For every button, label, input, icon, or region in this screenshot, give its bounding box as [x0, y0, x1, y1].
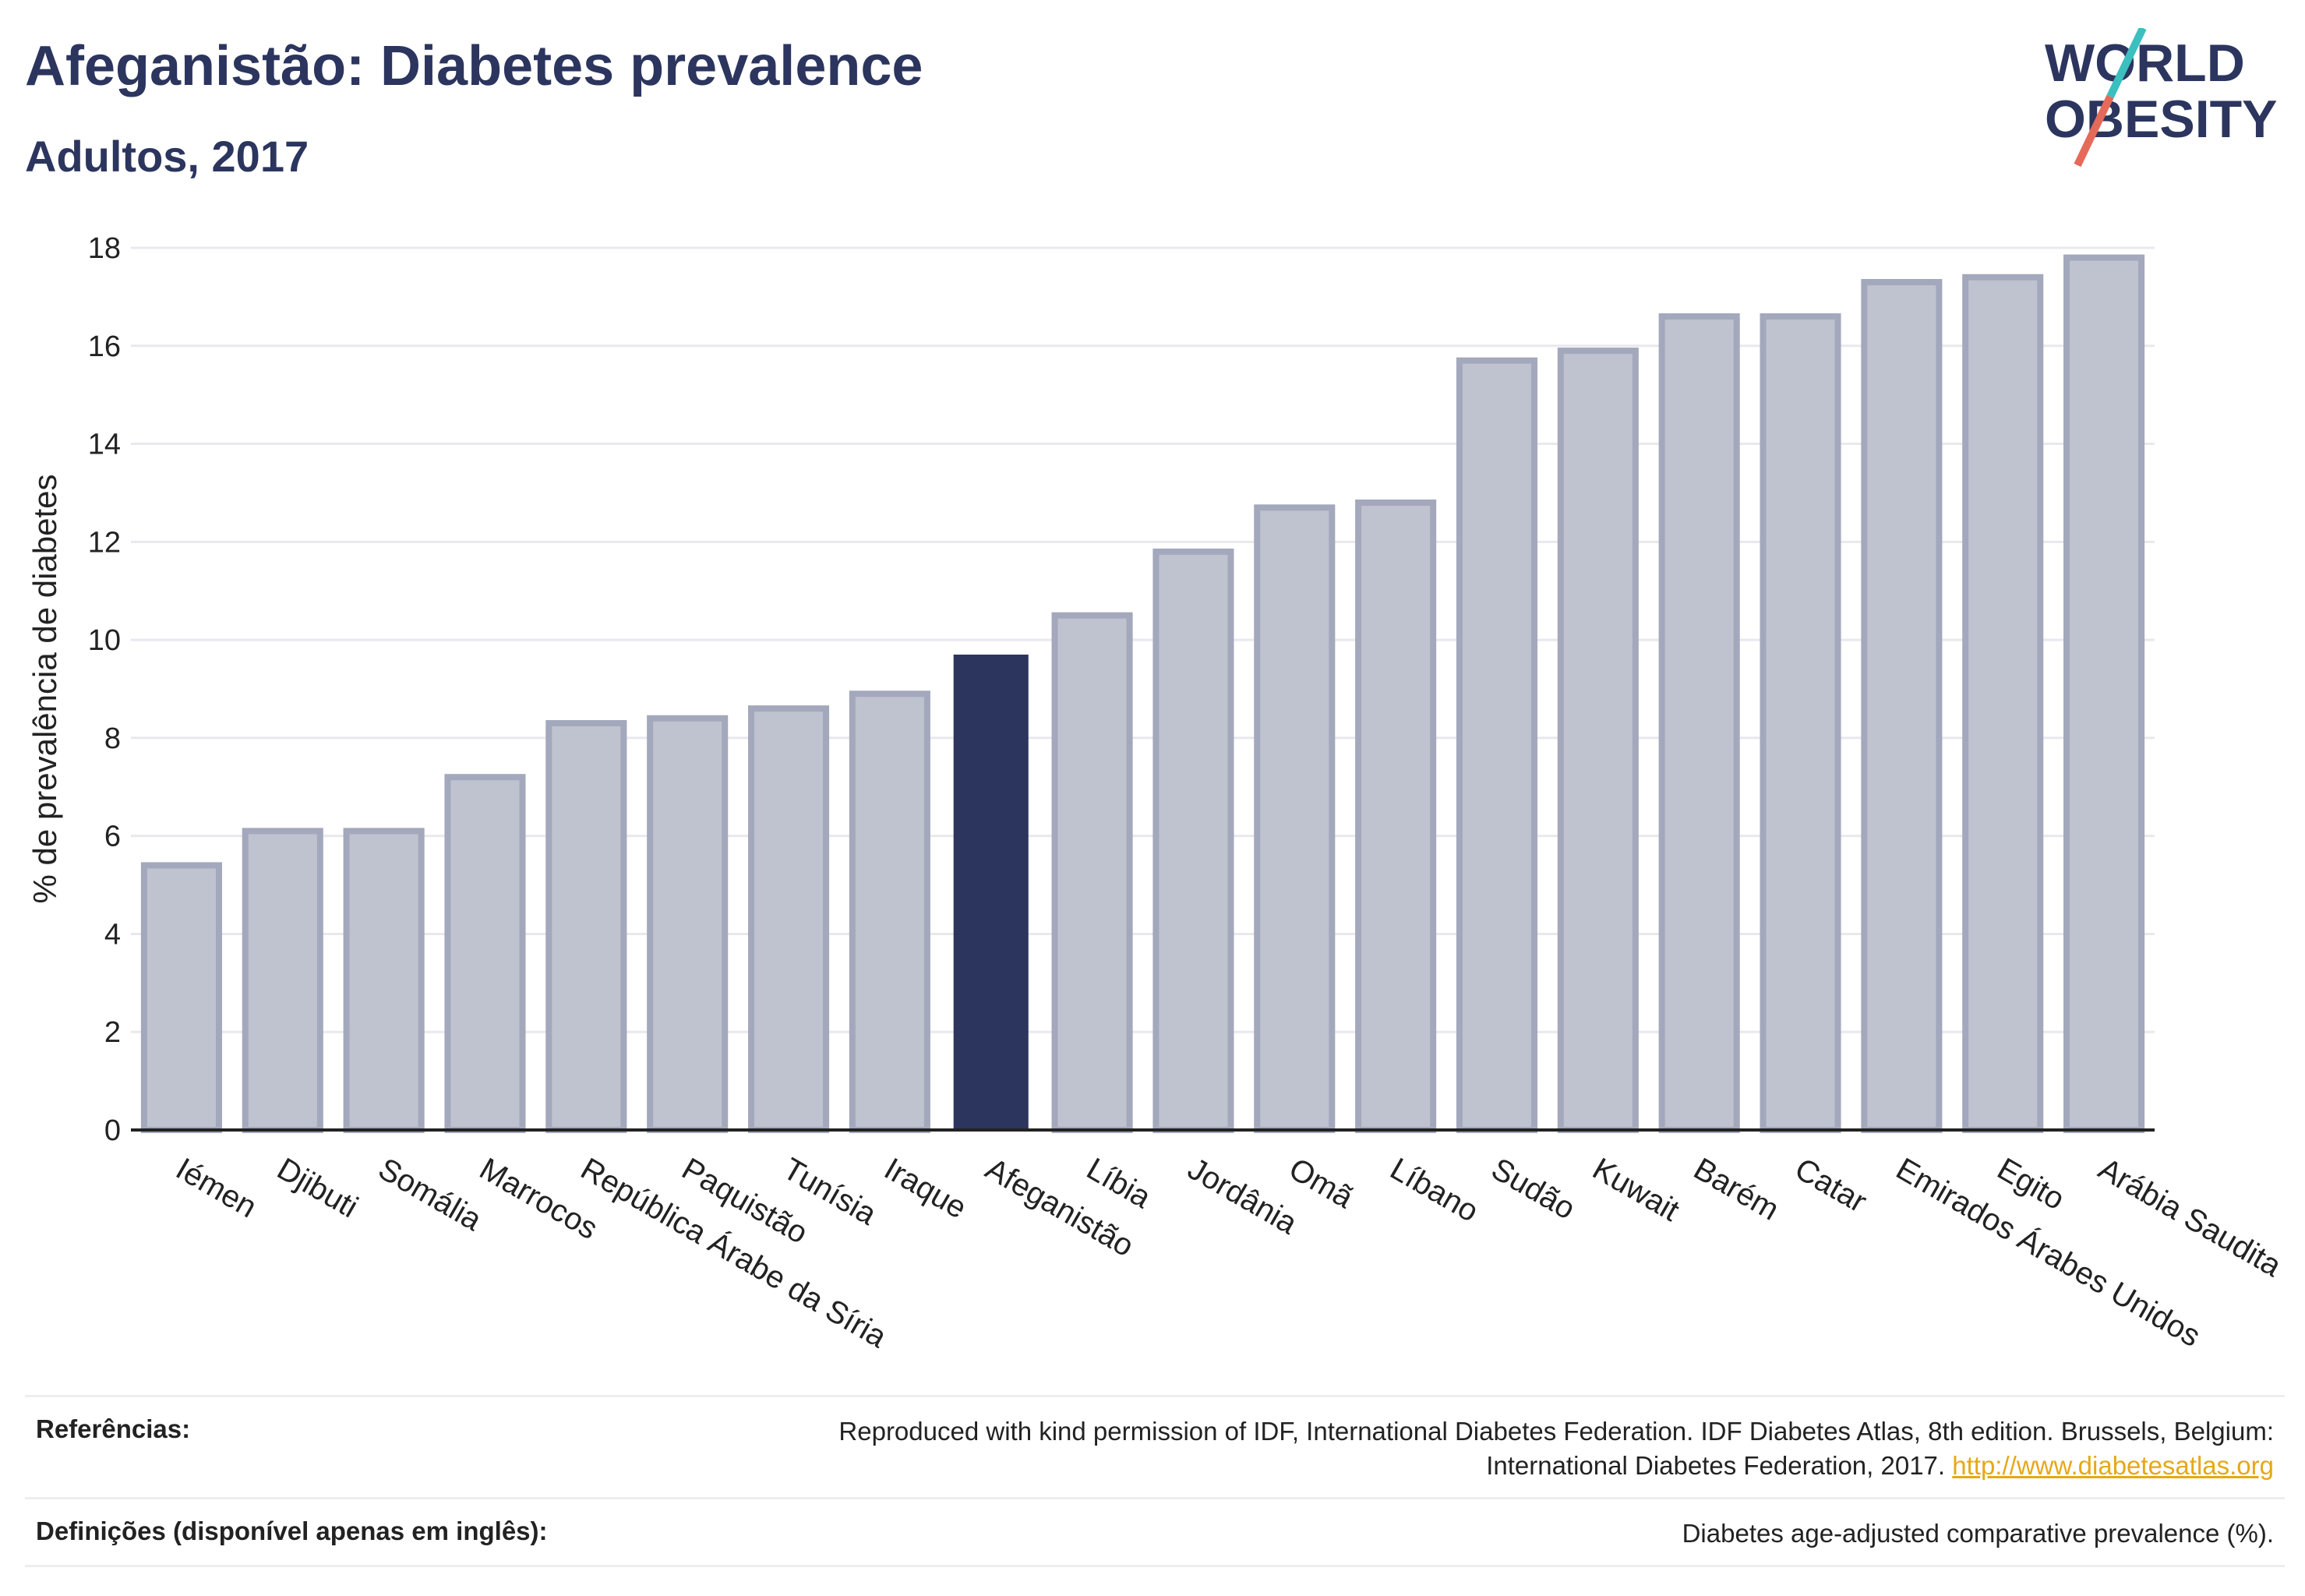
references-text: Reproduced with kind permission of IDF, … [838, 1414, 2274, 1483]
y-tick-label: 0 [104, 1114, 121, 1147]
x-tick-label: Catar [1789, 1152, 1873, 1220]
bar-4[interactable] [545, 720, 627, 1133]
bar-9[interactable] [1051, 612, 1133, 1133]
definitions-text: Diabetes age-adjusted comparative preval… [1682, 1519, 2274, 1548]
diabetes-atlas-link[interactable]: http://www.diabetesatlas.org [1952, 1451, 2274, 1480]
bars [140, 254, 2145, 1134]
y-tick-label: 10 [88, 624, 121, 657]
chart-subtitle: Adultos, 2017 [25, 132, 309, 181]
x-tick-label: Iémen [170, 1152, 262, 1225]
grid-lines [131, 246, 2155, 1132]
chart-title: Afeganistão: Diabetes prevalence [25, 35, 923, 97]
references-label: Referências: [36, 1414, 191, 1443]
bar-14[interactable] [1557, 348, 1639, 1134]
x-tick-label: Somália [372, 1152, 488, 1238]
x-tick-label: Kuwait [1587, 1152, 1685, 1228]
bar-19[interactable] [2063, 254, 2145, 1134]
y-tick-label: 2 [104, 1016, 121, 1049]
bar-chart: 0 2 4 6 8 10 12 14 16 18 Iémen Djibuti SomáliaMarro… [26, 232, 2287, 1355]
x-tick-label: Arábia Saudita [2093, 1152, 2288, 1284]
bar-8[interactable] [953, 654, 1029, 1130]
bar-13[interactable] [1456, 357, 1538, 1133]
references-line-2-text: International Diabetes Federation, 2017. [1486, 1451, 1946, 1480]
y-tick-label: 14 [88, 429, 121, 461]
bar-18[interactable] [1962, 274, 2044, 1134]
references-row: Referências: Reproduced with kind permis… [25, 1395, 2285, 1497]
logo-text-obesity: OBESITY [2045, 90, 2278, 149]
bar-7[interactable] [849, 690, 930, 1133]
bar-3[interactable] [444, 774, 526, 1133]
bar-16[interactable] [1760, 313, 1841, 1133]
y-tick-label: 6 [104, 821, 121, 853]
bar-5[interactable] [647, 715, 729, 1133]
bar-11[interactable] [1254, 504, 1336, 1133]
y-axis-label: % de prevalência de diabetes [26, 474, 63, 903]
definitions-row: Definições (disponível apenas em inglês)… [25, 1497, 2285, 1567]
x-tick-label: Líbia [1081, 1152, 1157, 1216]
bar-2[interactable] [343, 828, 425, 1134]
y-tick-label: 8 [104, 722, 121, 755]
bar-12[interactable] [1355, 500, 1437, 1133]
y-tick-label: 16 [88, 330, 121, 363]
bar-15[interactable] [1658, 313, 1740, 1133]
x-tick-label: Barém [1688, 1152, 1784, 1227]
y-axis-ticks: 0 2 4 6 8 10 12 14 16 18 [88, 232, 121, 1147]
x-tick-label: Líbano [1385, 1152, 1484, 1229]
logo-text-world: WORLD [2045, 34, 2245, 93]
bar-1[interactable] [242, 828, 323, 1134]
bar-0[interactable] [140, 862, 222, 1134]
x-tick-label: Jordânia [1182, 1152, 1304, 1241]
y-tick-label: 18 [88, 232, 121, 265]
world-obesity-logo: WORLD OBESITY [2045, 28, 2278, 168]
bar-10[interactable] [1152, 548, 1234, 1133]
x-tick-label: Sudão [1485, 1152, 1580, 1227]
bar-6[interactable] [747, 705, 830, 1133]
references-line-1: Reproduced with kind permission of IDF, … [838, 1417, 2274, 1446]
y-tick-label: 4 [104, 918, 121, 951]
references-table: Referências: Reproduced with kind permis… [25, 1395, 2285, 1567]
y-tick-label: 12 [88, 526, 121, 559]
bar-17[interactable] [1861, 279, 1943, 1133]
definitions-label: Definições (disponível apenas em inglês)… [36, 1517, 548, 1545]
x-tick-label: Omã [1283, 1152, 1360, 1216]
x-tick-label: Iraque [878, 1152, 972, 1226]
x-tick-label: Djibuti [271, 1152, 363, 1225]
references-line-2: International Diabetes Federation, 2017.… [838, 1449, 2274, 1483]
